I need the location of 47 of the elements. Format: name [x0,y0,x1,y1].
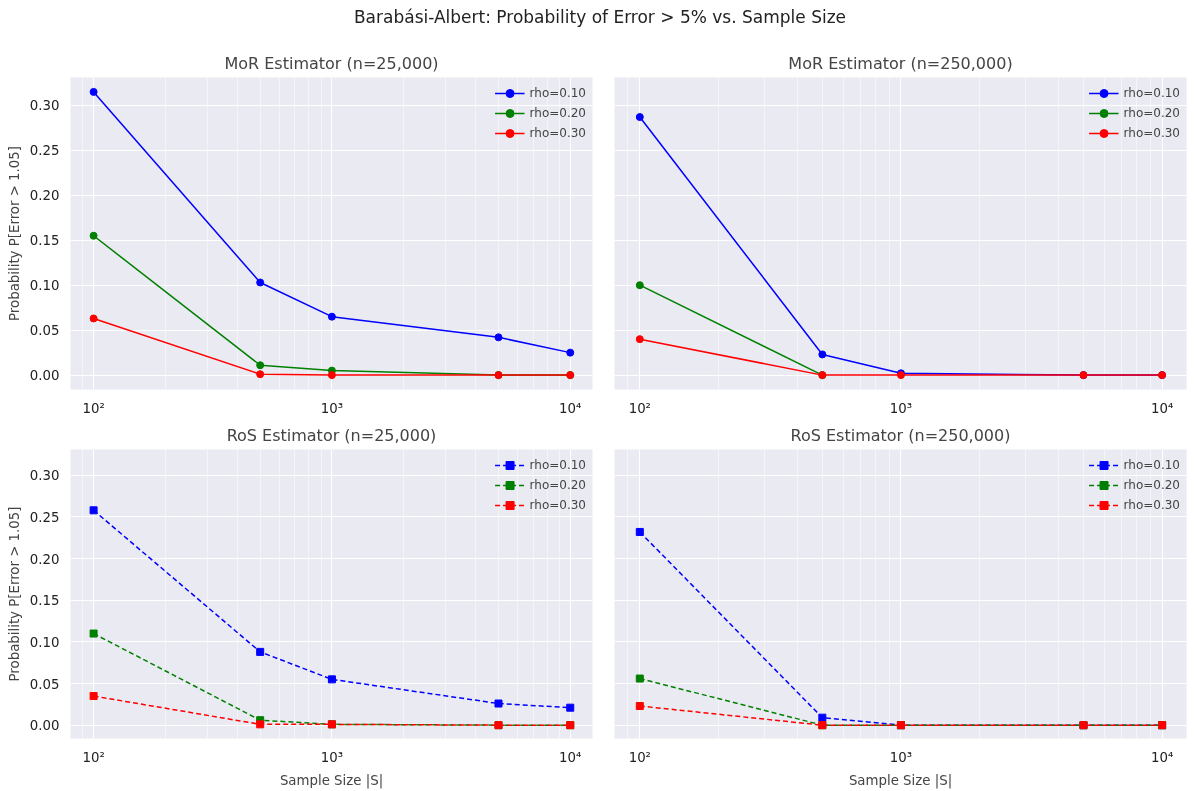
y-tick-label: 0.05 [29,676,60,692]
legend-label: rho=0.30 [529,126,586,140]
x-tick-label: 10³ [889,400,913,416]
x-tick-label: 10² [628,749,651,765]
legend-label: rho=0.10 [529,86,586,100]
y-tick-label: 0.10 [29,278,60,294]
x-tick-label: 10³ [889,749,913,765]
x-tick-label: 10³ [320,400,344,416]
legend-label: rho=0.10 [1123,458,1180,472]
y-tick-label: 0.25 [29,509,60,525]
y-tick-label: 0.25 [29,143,60,159]
text: Barabási-Albert: Probability of Error > 5% vs. Sample Size [353,6,847,29]
chart-title: RoS Estimator (n=25,000) [226,425,437,445]
y-tick-label: 0.30 [29,98,60,114]
x-tick-label: 10⁴ [1150,749,1174,765]
x-tick-label: 10² [82,400,105,416]
y-tick-label: 0.20 [29,551,60,567]
y-tick-label: 0.00 [29,368,60,384]
y-tick-label: 0.15 [29,593,60,609]
y-tick-label: 0.05 [29,323,60,339]
y-tick-label: 0.30 [29,468,60,484]
legend-label: rho=0.30 [1123,126,1180,140]
legend-label: rho=0.30 [529,498,586,512]
chart-title: MoR Estimator (n=25,000) [224,53,439,73]
legend-label: rho=0.20 [1123,106,1180,120]
legend-label: rho=0.20 [529,106,586,120]
x-tick-label: 10⁴ [559,400,582,416]
y-tick-label: 0.00 [29,718,60,734]
x-axis-title: Sample Size |S| [848,772,953,789]
x-tick-label: 10⁴ [1150,400,1174,416]
y-tick-label: 0.15 [29,233,60,249]
chart-title: MoR Estimator (n=250,000) [788,53,1013,73]
legend-label: rho=0.20 [529,478,586,492]
legend-label: rho=0.30 [1123,498,1180,512]
x-axis-title: Sample Size |S| [279,772,384,789]
y-axis-title: Probability P[Error > 1.05] [6,506,22,682]
y-tick-label: 0.10 [29,634,60,650]
x-tick-label: 10² [628,400,651,416]
legend-label: rho=0.10 [1123,86,1180,100]
y-tick-label: 0.20 [29,188,60,204]
x-tick-label: 10³ [320,749,344,765]
legend-label: rho=0.10 [529,458,586,472]
chart-title: RoS Estimator (n=250,000) [790,425,1011,445]
y-axis-title: Probability P[Error > 1.05] [6,146,22,321]
x-tick-label: 10⁴ [559,749,582,765]
x-tick-label: 10² [82,749,105,765]
legend-label: rho=0.20 [1123,478,1180,492]
